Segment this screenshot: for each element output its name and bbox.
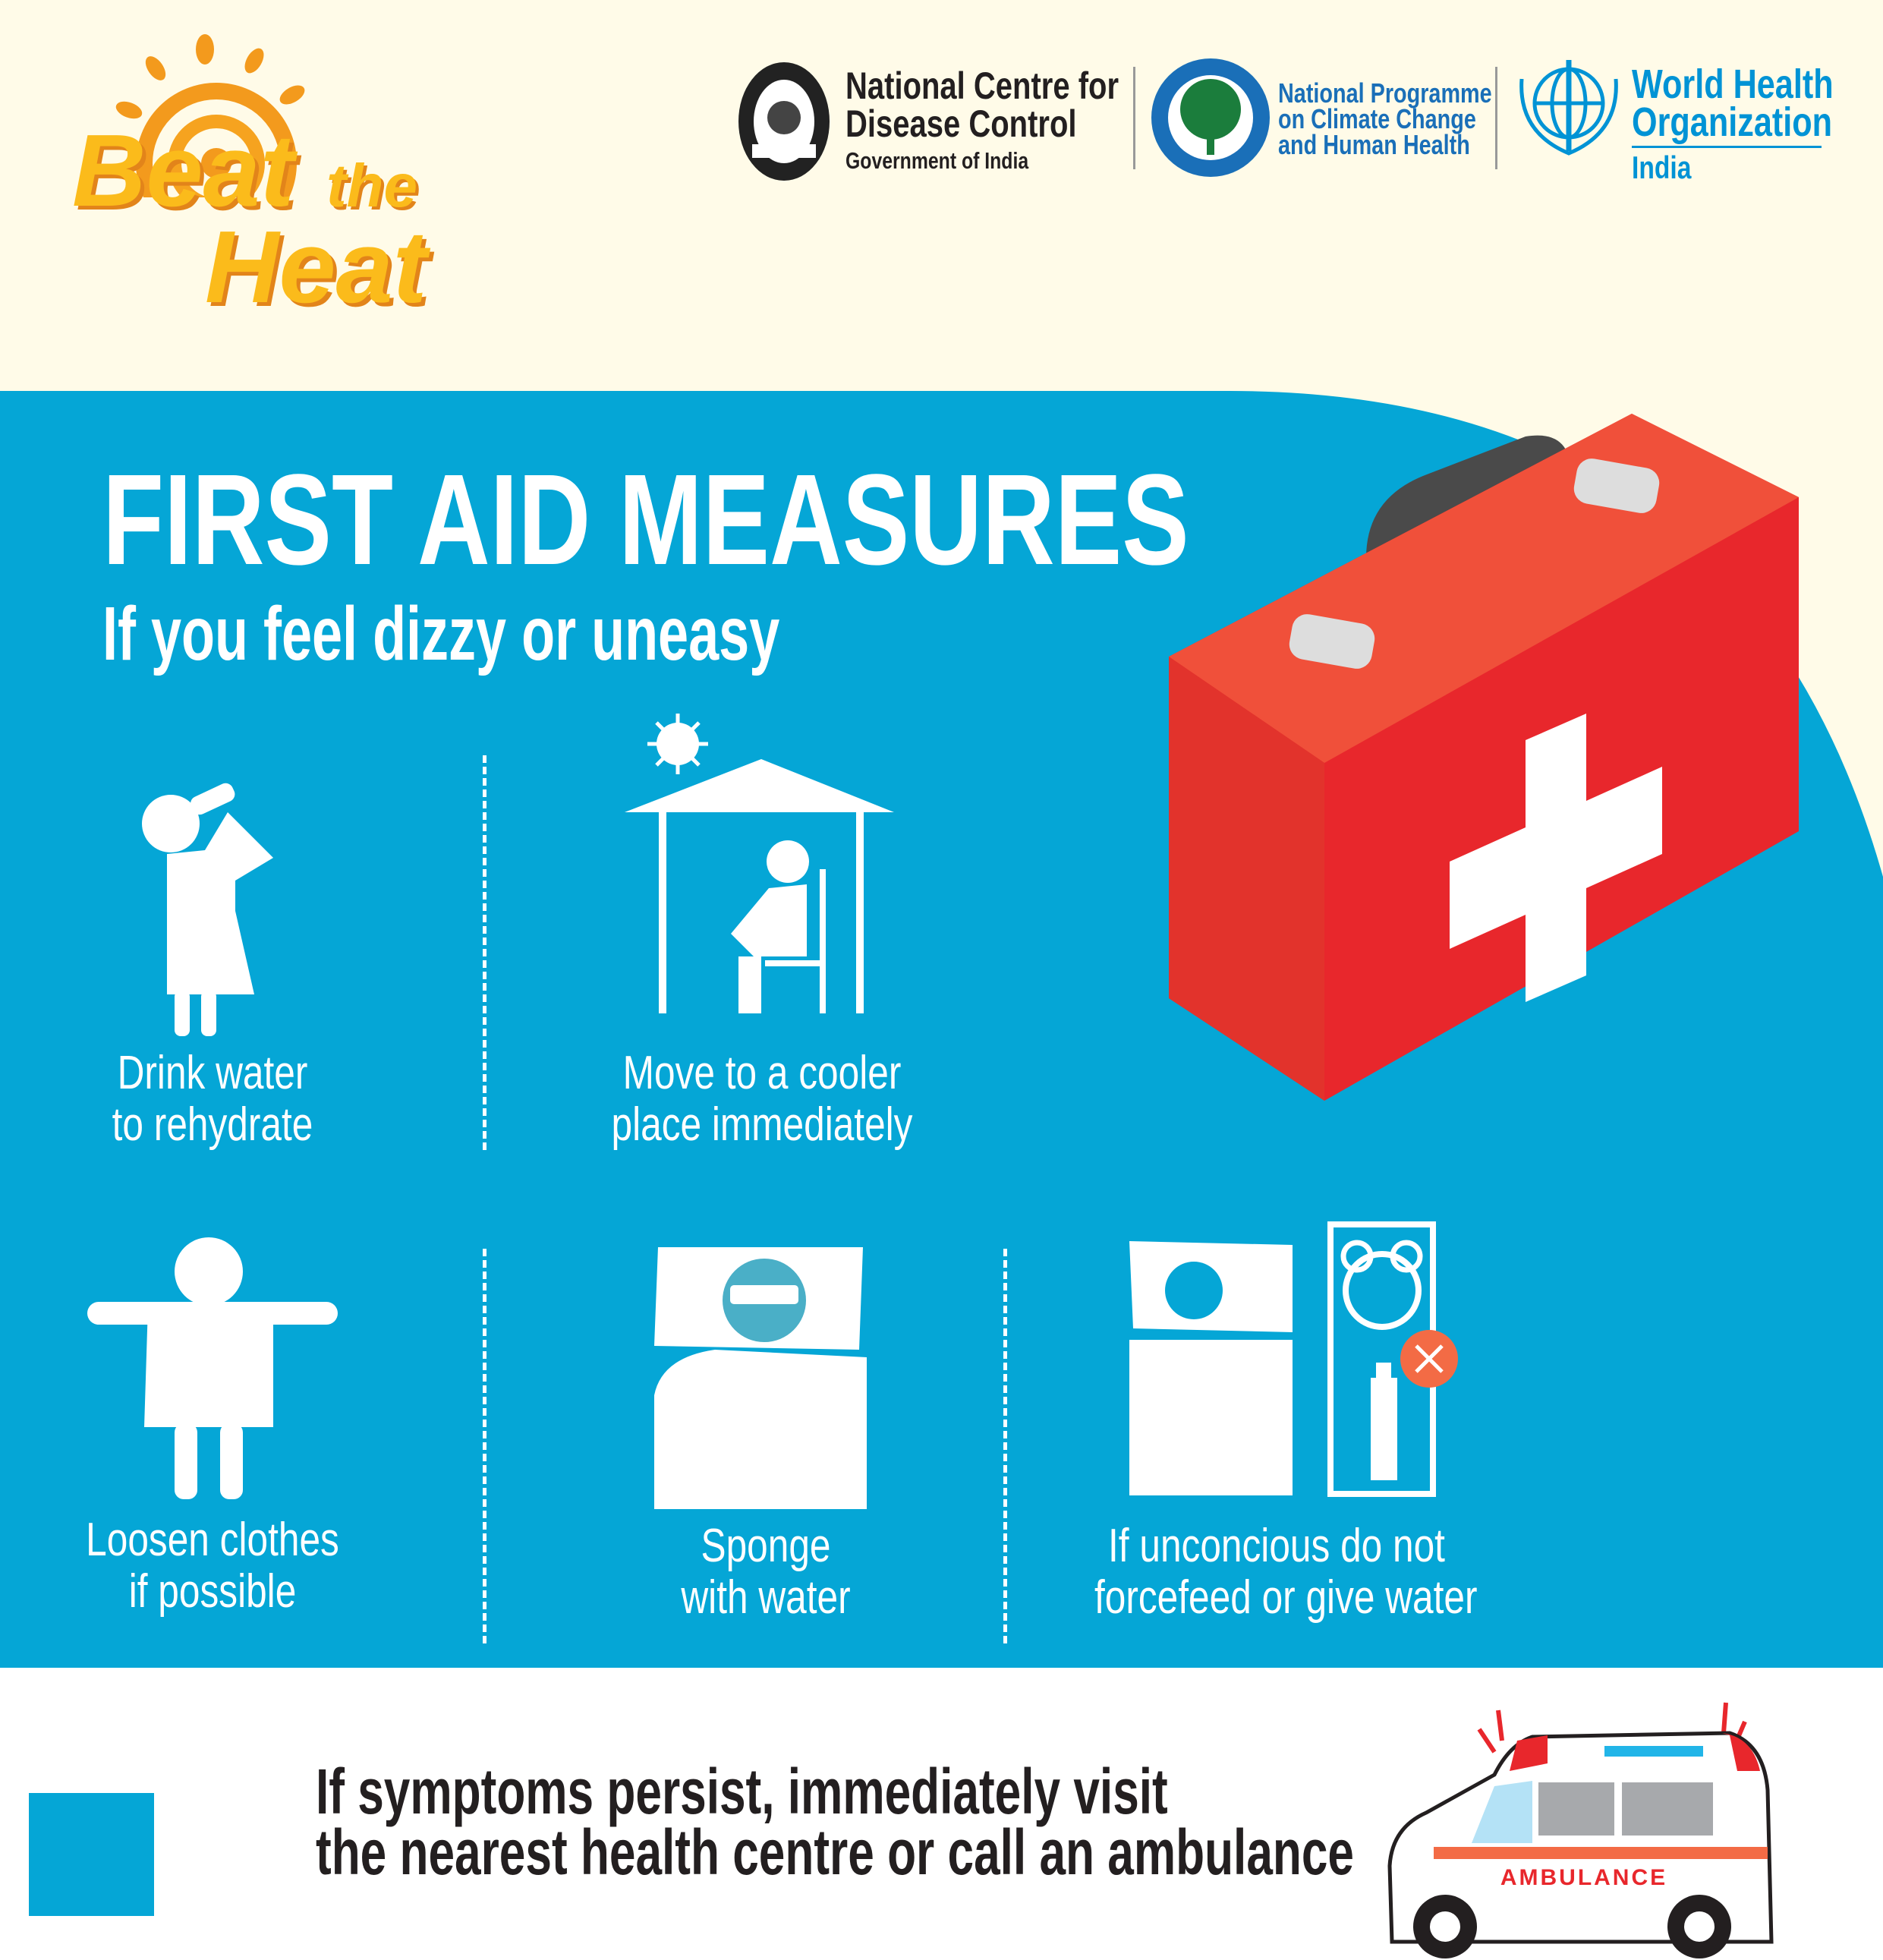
who-sub: India bbox=[1632, 150, 1692, 185]
logo-heat: Heat bbox=[205, 210, 427, 324]
measure-2-line1: Move to a cooler bbox=[622, 1047, 902, 1099]
who-emblem-icon bbox=[1519, 60, 1618, 156]
page-title: FIRST AID MEASURES bbox=[102, 448, 1189, 592]
page-subtitle: If you feel dizzy or uneasy bbox=[102, 591, 780, 676]
beat-the-heat-logo: Beat the Heat bbox=[72, 30, 467, 326]
measure-1-line1: Drink water bbox=[117, 1047, 308, 1099]
partner-divider bbox=[1495, 67, 1497, 169]
measure-5-line1: If unconcious do not bbox=[1108, 1520, 1445, 1572]
measure-3-line1: Loosen clothes bbox=[86, 1514, 339, 1566]
ambulance-icon: AMBULANCE bbox=[1387, 1702, 1774, 1958]
ncdc-seal-icon bbox=[738, 62, 830, 181]
logo-the: the bbox=[326, 152, 417, 219]
drinking-person-icon bbox=[142, 783, 273, 1036]
footer-line1: If symptoms persist, immediately visit bbox=[316, 1756, 1168, 1827]
ambulance-label: AMBULANCE bbox=[1500, 1865, 1667, 1890]
who-rule bbox=[1632, 146, 1822, 148]
ncdc-logo bbox=[737, 61, 831, 186]
ncdc-sub: Government of India bbox=[845, 147, 1029, 174]
npcchh-line3: and Human Health bbox=[1278, 129, 1470, 160]
who-line2: Organization bbox=[1632, 99, 1833, 145]
who-line1: World Health bbox=[1632, 61, 1834, 107]
loose-clothes-icon bbox=[87, 1237, 338, 1499]
dashed-divider bbox=[483, 755, 486, 1150]
npcchh-seal-icon bbox=[1151, 58, 1270, 177]
dashed-divider bbox=[1003, 1249, 1007, 1643]
dashed-divider bbox=[483, 1249, 486, 1643]
measure-3-line2: if possible bbox=[128, 1565, 297, 1618]
npcchh-line2: on Climate Change bbox=[1278, 103, 1476, 134]
footer-line2: the nearest health centre or call an amb… bbox=[316, 1817, 1355, 1888]
measure-5-line2: forcefeed or give water bbox=[1094, 1571, 1478, 1624]
no-water-icon bbox=[1129, 1221, 1458, 1497]
partner-divider bbox=[1133, 67, 1135, 169]
first-aid-kit-icon bbox=[1169, 414, 1799, 1101]
measure-4-line1: Sponge bbox=[701, 1520, 831, 1572]
measure-4-line2: with water bbox=[681, 1571, 851, 1624]
measure-1-line2: to rehydrate bbox=[112, 1098, 313, 1151]
ncdc-name-line1: National Centre for bbox=[845, 65, 1119, 107]
ncdc-name-line2: Disease Control bbox=[845, 102, 1077, 145]
sun-icon bbox=[115, 34, 305, 197]
blue-square-marker bbox=[29, 1793, 154, 1916]
sponge-bed-icon bbox=[654, 1247, 867, 1509]
shade-shelter-icon bbox=[625, 714, 894, 1013]
measure-2-line2: place immediately bbox=[611, 1098, 913, 1151]
logo-beat: Beat bbox=[72, 113, 294, 228]
npcchh-line1: National Programme bbox=[1278, 77, 1492, 109]
